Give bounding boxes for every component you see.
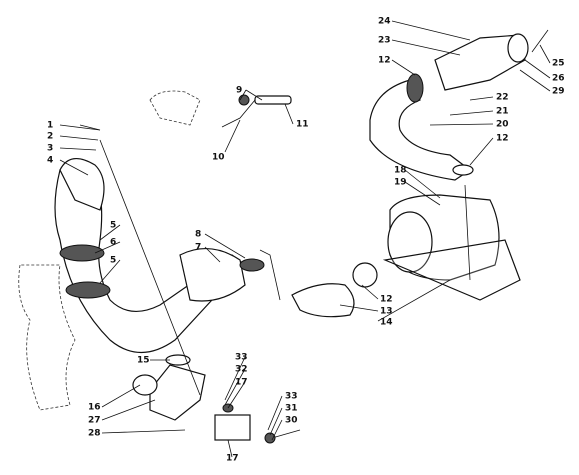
callout: 21 xyxy=(496,107,509,117)
callout: 16 xyxy=(88,403,101,413)
callout: 17 xyxy=(226,454,239,464)
callout: 15 xyxy=(137,356,150,366)
callout: 18 xyxy=(394,166,407,176)
drawing xyxy=(18,20,551,458)
callout: 28 xyxy=(88,429,101,439)
callout: 2 xyxy=(47,132,53,142)
callout: 14 xyxy=(380,318,393,328)
callout: 4 xyxy=(47,156,53,166)
callout: 13 xyxy=(380,307,393,317)
callout: 9 xyxy=(236,86,242,96)
callouts: 1 2 3 4 5 6 5 7 8 9 10 11 12 24 23 25 26… xyxy=(47,17,565,464)
callout: 5 xyxy=(110,221,116,231)
callout: 3 xyxy=(47,144,53,154)
callout: 30 xyxy=(285,416,298,426)
callout: 22 xyxy=(496,93,509,103)
callout: 12 xyxy=(378,56,391,66)
callout: 17 xyxy=(235,378,248,388)
callout: 23 xyxy=(378,36,391,46)
callout: 11 xyxy=(296,120,309,130)
callout: 24 xyxy=(378,17,391,27)
callout: 25 xyxy=(552,59,565,69)
callout: 19 xyxy=(394,178,407,188)
callout: 33 xyxy=(235,353,248,363)
callout: 5 xyxy=(110,256,116,266)
callout: 10 xyxy=(212,153,225,163)
callout: 27 xyxy=(88,416,101,426)
callout: 26 xyxy=(552,74,565,84)
callout: 12 xyxy=(496,134,509,144)
callout: 33 xyxy=(285,392,298,402)
callout: 31 xyxy=(285,404,298,414)
callout: 6 xyxy=(110,238,116,248)
callout: 29 xyxy=(552,87,565,97)
callout: 1 xyxy=(47,121,53,131)
callout: 8 xyxy=(195,230,201,240)
callout: 12 xyxy=(380,295,393,305)
callout: 20 xyxy=(496,120,509,130)
callout: 7 xyxy=(195,243,201,253)
callout: 32 xyxy=(235,365,248,375)
